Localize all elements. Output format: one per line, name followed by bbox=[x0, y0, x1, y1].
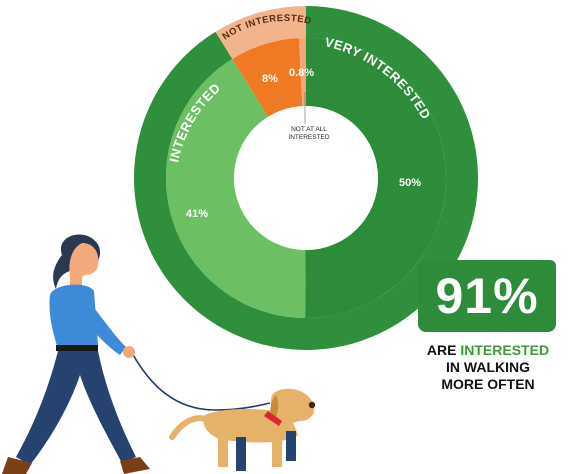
donut-hole bbox=[234, 106, 378, 250]
outer-band-not-interested bbox=[215, 6, 306, 59]
callout-badge: 91% bbox=[418, 260, 556, 332]
value-very-interested: 50% bbox=[399, 177, 421, 189]
label-not-at-all-line2: INTERESTED bbox=[288, 134, 329, 141]
slice-interested bbox=[166, 58, 306, 318]
slice-not-at-all-interested bbox=[298, 38, 306, 107]
caption-line-3: MORE OFTEN bbox=[441, 376, 535, 392]
value-interested: 41% bbox=[186, 208, 208, 220]
callout-caption: ARE INTERESTED IN WALKING MORE OFTEN bbox=[400, 342, 576, 393]
outer-band bbox=[133, 6, 478, 350]
woman-walking-dog-illustration bbox=[2, 234, 316, 474]
caption-prefix: ARE bbox=[426, 342, 457, 358]
callout-value: 91% bbox=[435, 268, 539, 324]
donut-slices bbox=[166, 38, 446, 318]
caption-accent: INTERESTED bbox=[460, 342, 550, 358]
slice-very-interested bbox=[305, 38, 446, 318]
label-not-at-all-line1: NOT AT ALL bbox=[291, 126, 327, 133]
value-not-interested: 8% bbox=[262, 73, 278, 85]
caption-line-2: IN WALKING bbox=[446, 359, 530, 375]
caption-line-1: ARE INTERESTED bbox=[400, 342, 576, 359]
slice-not-interested bbox=[232, 38, 303, 117]
value-not-at-all-interested: 0.8% bbox=[289, 67, 314, 79]
